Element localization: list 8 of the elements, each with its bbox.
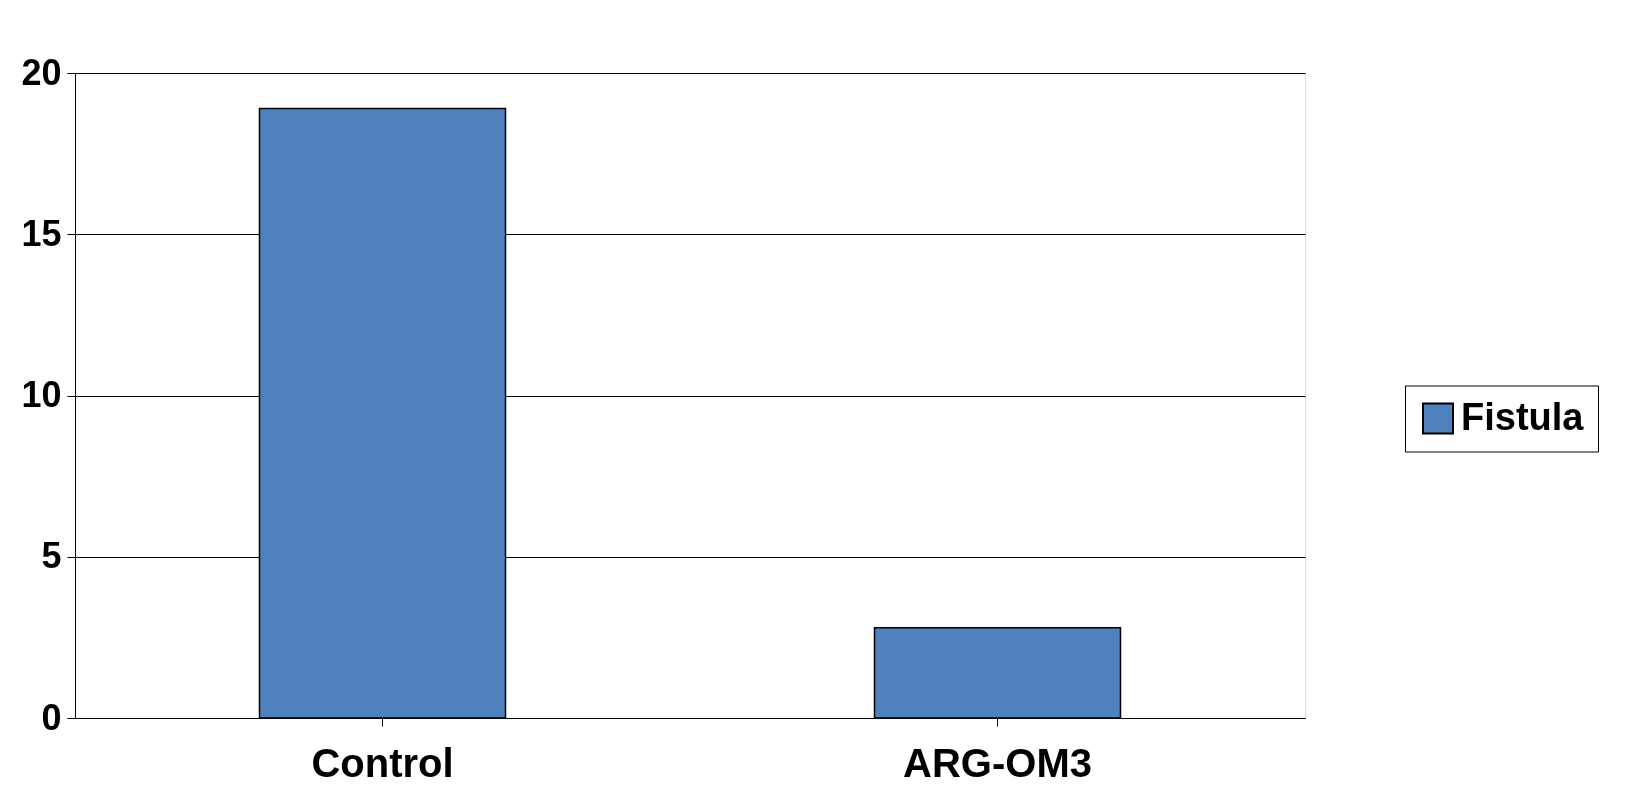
x-tick-label: Control (311, 740, 454, 785)
y-tick-label: 5 (41, 535, 62, 577)
y-tick-label: 15 (21, 212, 62, 254)
y-tick-label: 20 (21, 51, 62, 93)
y-tick-label: 0 (41, 696, 62, 738)
legend-label: Fistula (1461, 395, 1585, 438)
x-tick-label: ARG-OM3 (903, 740, 1092, 785)
y-tick-label: 10 (21, 374, 62, 415)
